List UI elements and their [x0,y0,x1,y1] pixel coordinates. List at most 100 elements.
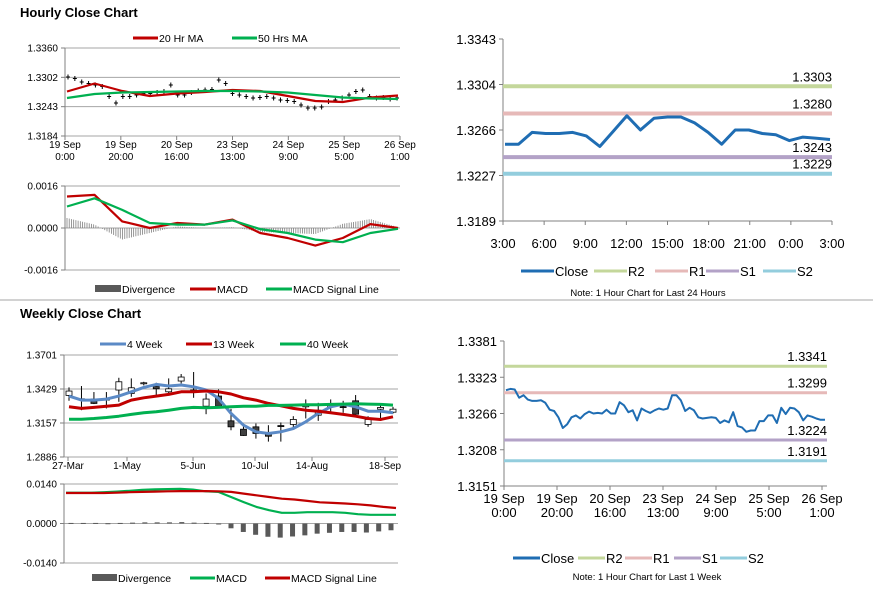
x-tick-label: 20 Sep [589,491,630,506]
legend-item-50-hrs-ma: 50 Hrs MA [232,33,308,45]
x-tick-label: 18:00 [692,236,725,251]
divergence-bar [228,523,234,529]
candlestick [177,374,185,384]
x-tick-label: 15:00 [651,236,684,251]
y-tick-label: 1.3189 [456,214,496,229]
level-label-s1: 1.3243 [792,140,832,155]
candlestick [140,381,148,386]
x-tick-label: 5-Jun [180,461,205,472]
legend-item-s1: S1 [674,551,718,566]
divergence-bar [326,523,332,533]
legend-item-divergence: Divergence [92,573,171,585]
divergence-bar [68,522,74,524]
level-label-r1: 1.3299 [787,376,827,391]
x-tick-label: 26 Sep [801,491,842,506]
x-tick-label: 25 Sep [748,491,789,506]
divergence-bar [253,523,259,535]
y-tick-label: 0.0016 [27,182,58,193]
legend-label: MACD Signal Line [291,573,377,585]
x-tick-label: 24 Sep [272,140,304,151]
level-label-r2: 1.3303 [792,69,832,84]
candle-body [227,420,235,428]
divergence-bar [277,523,283,538]
legend-label: R1 [653,551,670,566]
x-tick-label: 19 Sep [105,140,137,151]
legend-label: 50 Hrs MA [258,33,308,45]
candlestick [65,387,73,401]
divergence-bar [179,522,185,524]
x-tick-label: 0:00 [778,236,803,251]
weekly-section-title: Weekly Close Chart [20,306,142,321]
series-line-40-week [69,402,394,421]
candle-body [277,425,285,427]
candle-body [289,419,297,425]
legend-item-macd: MACD [190,284,248,296]
x-tick-label: 9:00 [573,236,598,251]
legend-item-r2: R2 [578,551,623,566]
candle-body [140,382,148,385]
legend-label: MACD Signal Line [293,284,379,296]
legend-label: R2 [606,551,623,566]
x-tick-label: 14-Aug [296,461,328,472]
divergence-bar [314,523,320,534]
candle-body [115,381,123,391]
candle-body [377,407,384,410]
hourly-macd-chart: 0.0016 0.0000 -0.0016 Divergence MACD MACD Si… [24,182,400,296]
hourly-section-title: Hourly Close Chart [20,5,138,20]
legend-label: R1 [689,264,706,279]
legend-label: Close [555,264,588,279]
y-tick-label: 1.3243 [27,102,58,113]
x-tick-label: 10-Jul [241,461,268,472]
legend-label: S1 [702,551,718,566]
x-tick-label: 1:00 [809,505,834,520]
series-line-macd [66,487,396,516]
legend-item-r1: R1 [625,551,670,566]
y-tick-label: 1.3266 [456,123,496,138]
candlestick [115,377,123,402]
divergence-bar [80,522,86,524]
divergence-bar [130,522,136,524]
candle-body [152,385,160,390]
series-line-close [505,387,825,433]
y-tick-label: 1.3323 [457,370,497,385]
x-tick-label: 3:00 [490,236,515,251]
divergence-bar [240,523,246,532]
legend-label: Divergence [118,573,171,585]
divergence-bar [105,523,111,525]
x-tick-label: 20:00 [541,505,574,520]
weekly-macd-chart: 0.0140 0.0000 -0.0140 Divergence MACD MACD Si… [23,480,398,585]
level-label-s2: 1.3229 [792,157,832,172]
y-tick-label: 1.3302 [27,73,58,84]
x-tick-label: 18-Sep [369,461,402,472]
divergence-bar [154,522,160,524]
legend-label: Close [541,551,574,566]
legend-label: S1 [740,264,756,279]
series-line-close [505,114,831,148]
legend-label: 40 Week [307,339,349,351]
legend-label: MACD [216,573,247,585]
x-tick-label: 5:00 [756,505,781,520]
legend-item-divergence: Divergence [95,284,175,296]
candle-body [177,376,185,382]
x-tick-label: 5:00 [334,152,354,163]
x-tick-label: 9:00 [703,505,728,520]
legend-item-close: Close [513,551,574,566]
level-label-r2: 1.3341 [787,349,827,364]
y-tick-label: 1.3701 [26,351,57,362]
y-tick-label: 1.3151 [457,479,497,494]
x-tick-label: 25 Sep [328,140,360,151]
y-tick-label: 1.3381 [457,334,497,349]
candle-body [240,428,247,436]
legend-item-4-week: 4 Week [100,339,163,351]
legend-item-r2: R2 [594,264,645,279]
x-tick-label: 27-Mar [52,461,84,472]
candle-body [165,388,173,393]
y-tick-label: -0.0140 [23,559,57,570]
series-line-macd-signal-line [66,490,397,510]
y-tick-label: 1.3184 [27,132,58,143]
level-label-s1: 1.3224 [787,423,827,438]
x-tick-label: 6:00 [531,236,556,251]
x-tick-label: 13:00 [647,505,680,520]
